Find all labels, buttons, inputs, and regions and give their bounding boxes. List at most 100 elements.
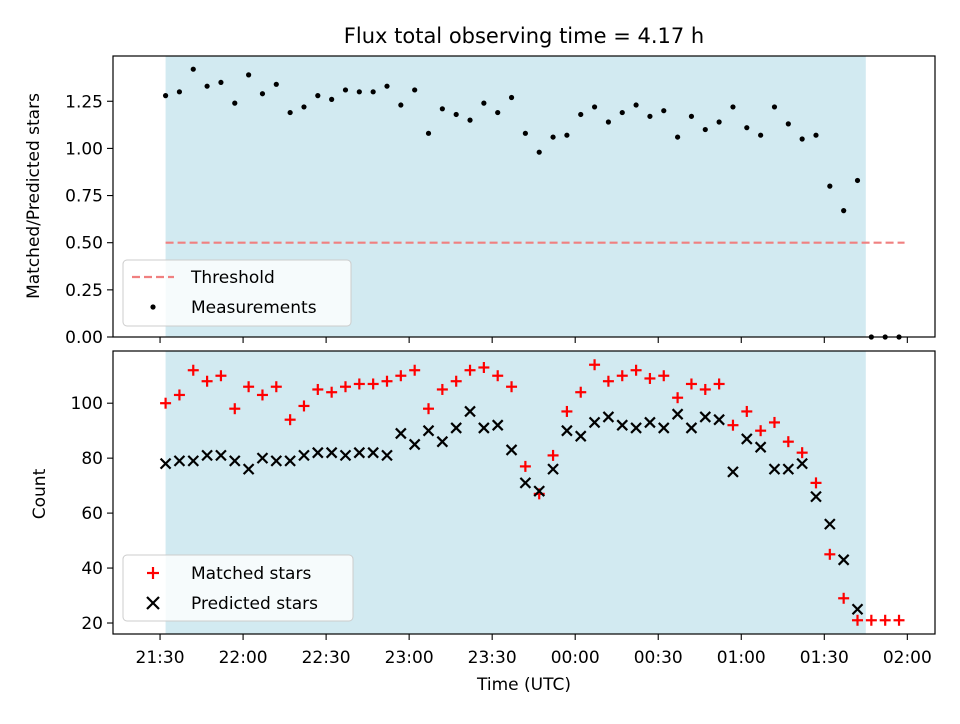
predicted-star-point [519,477,532,489]
matched-star-point [298,400,310,412]
matched-star-point [547,449,559,461]
predicted-star-point [422,424,435,437]
predicted-legend-swatch [146,596,160,610]
predicted-star-stroke-b [782,463,795,475]
predicted-star-point [187,455,200,467]
measurement-point [218,79,224,86]
measurement-point [522,130,528,136]
predicted-star-stroke-b [505,444,518,456]
predicted-star-point [284,455,296,467]
predicted-star-point [408,438,421,451]
predicted-star-point [395,427,407,440]
measurement-points [162,66,902,340]
matched-star-point [602,375,614,387]
predicted-star-point [353,446,366,459]
predicted-star-point [450,422,462,434]
ratio-legend: Threshold Measurements [122,259,352,327]
measurement-point [633,102,639,108]
predicted-star-point [478,422,490,434]
predicted-star-stroke-b [284,455,296,467]
predicted-star-point [602,411,615,423]
measurement-point [854,177,861,184]
matched-star-point [782,436,794,448]
predicted-star-stroke-b [588,416,601,429]
ratio-legend-box [122,259,352,327]
predicted-star-stroke-b [796,457,808,470]
count-panel: 20 40 60 80 100 21:30 22:00 22:30 23:00 23:30 00:… [30,350,936,695]
predicted-star-stroke-b [602,411,615,423]
predicted-star-point [436,435,449,448]
count-y-tick-label: 20 [81,614,103,634]
predicted-star-point [616,419,629,431]
predicted-star-stroke-b [491,419,504,431]
measurement-point [246,72,252,78]
predicted-star-point [312,446,324,459]
matched-star-point [796,447,808,459]
matched-star-point [630,364,642,376]
matched-star-point [810,477,822,489]
predicted-star-point [298,449,310,462]
matched-star-point [727,419,739,431]
predicted-star-point [464,405,476,418]
predicted-star-point [699,411,712,423]
predicted-star-point [201,449,213,462]
predicted-star-point [561,424,573,437]
predicted-star-stroke-b [325,446,338,459]
matched-star-points [160,359,905,626]
measurement-point [204,83,210,89]
predicted-star-stroke-b [630,422,642,434]
matched-star-point [201,375,213,387]
predicted-star-points [159,405,864,616]
predicted-star-point [547,463,559,475]
matched-star-point [478,361,490,373]
count-y-axis: 20 40 60 80 100 [71,394,113,634]
ratio-panel: 0.00 0.25 0.50 0.75 1.00 1.25 Matched/Predict… [24,55,936,348]
count-legend-box [122,554,354,622]
predicted-star-point [754,441,767,453]
matched-star-point [353,378,365,390]
measurement-point [412,87,418,93]
predicted-star-stroke-b [768,463,781,475]
predicted-star-stroke-b [547,463,559,475]
measurement-point [356,89,362,95]
time-x-tick-label: 21:30 [136,648,185,668]
measurement-point [536,149,542,155]
matched-star-point [284,414,296,426]
measurement-point [398,102,404,108]
predicted-star-stroke-b [616,419,629,431]
matched-star-point [755,425,767,437]
predicted-star-stroke-b [187,455,200,467]
measurement-point [564,132,570,138]
predicted-star-point [270,455,283,467]
predicted-star-point [741,433,753,445]
predicted-star-point [173,455,186,467]
measurement-point [841,208,847,214]
matched-star-point [699,383,711,395]
measurement-point [176,89,183,95]
measurement-point [287,109,293,116]
time-x-tick-label: 00:00 [551,648,600,668]
predicted-star-point [381,449,393,462]
matched-star-point [339,381,351,393]
measurement-point [813,132,819,138]
predicted-star-point [574,430,587,442]
count-y-label: Count [30,468,50,519]
matched-star-point [824,548,836,560]
predicted-star-point [630,422,642,434]
matched-star-point [270,381,282,393]
time-x-label: Time (UTC) [476,675,571,695]
ratio-y-tick-label: 1.25 [65,92,103,112]
matched-star-point [395,370,407,382]
predicted-star-stroke-b [450,422,462,434]
matched-star-point [215,370,227,382]
predicted-star-point [339,449,352,462]
time-x-tick-label: 23:00 [385,648,434,668]
count-y-tick-label: 80 [81,449,103,469]
matched-star-point [865,614,877,626]
count-y-tick-label: 60 [81,504,103,524]
matched-star-point [713,378,725,390]
matched-star-point [879,614,891,626]
predicted-star-point [671,408,684,420]
matched-star-point [838,592,850,604]
